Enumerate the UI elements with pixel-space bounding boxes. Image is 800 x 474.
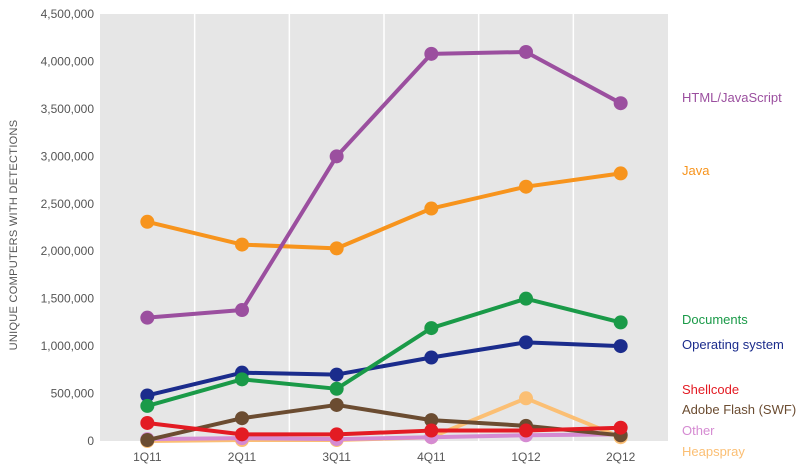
series-label-documents: Documents bbox=[682, 312, 748, 327]
data-point-shellcode bbox=[140, 415, 155, 430]
x-tick-label: 3Q11 bbox=[322, 450, 351, 464]
data-point-operating-system bbox=[140, 388, 155, 403]
series-documents bbox=[140, 291, 628, 413]
series-shellcode bbox=[140, 415, 628, 442]
y-tick-label: 2,000,000 bbox=[41, 244, 95, 258]
series-label-shellcode: Shellcode bbox=[682, 382, 739, 397]
series-line-html-javascript bbox=[145, 49, 623, 320]
series-label-java: Java bbox=[682, 163, 710, 178]
y-tick-label: 3,500,000 bbox=[41, 102, 95, 116]
y-tick-label: 1,500,000 bbox=[41, 292, 95, 306]
data-point-documents bbox=[235, 372, 249, 387]
data-point-html-javascript bbox=[140, 310, 155, 325]
y-axis: 0 500,000 1,000,000 1,500,000 2,000,000 2,500… bbox=[41, 7, 95, 448]
data-point-operating-system bbox=[329, 367, 344, 382]
series-line-adobe-flash-swf bbox=[145, 402, 623, 443]
x-tick-label: 2Q11 bbox=[228, 450, 257, 464]
x-tick-label: 2Q12 bbox=[606, 450, 636, 464]
series-label-heapspray: Heapspray bbox=[682, 444, 745, 459]
series-line-java bbox=[145, 171, 623, 251]
series-html-javascript bbox=[140, 44, 628, 325]
data-point-html-javascript bbox=[424, 46, 439, 61]
data-point-java bbox=[140, 214, 155, 229]
data-point-java bbox=[424, 201, 439, 216]
data-point-operating-system bbox=[613, 339, 628, 354]
y-tick-label: 2,500,000 bbox=[41, 197, 95, 211]
data-point-shellcode bbox=[424, 423, 439, 438]
data-point-java bbox=[235, 237, 249, 252]
series-line-documents bbox=[145, 296, 623, 408]
y-tick-label: 3,000,000 bbox=[41, 149, 95, 163]
y-tick-label: 1,000,000 bbox=[41, 339, 95, 353]
data-point-documents bbox=[140, 398, 155, 413]
data-point-heapspray bbox=[519, 391, 533, 406]
data-point-html-javascript bbox=[329, 149, 344, 164]
data-point-operating-system bbox=[424, 350, 439, 365]
data-point-operating-system bbox=[519, 335, 533, 350]
series-line-other bbox=[145, 432, 623, 442]
data-point-documents bbox=[424, 321, 439, 336]
data-point-adobe-flash-swf bbox=[235, 411, 249, 426]
series-line-operating-system bbox=[145, 340, 623, 398]
series-label-operating-system: Operating system bbox=[682, 337, 784, 352]
data-point-java bbox=[519, 179, 533, 194]
y-tick-label: 0 bbox=[87, 434, 94, 448]
data-point-shellcode bbox=[519, 423, 533, 438]
data-point-adobe-flash-swf bbox=[329, 397, 344, 412]
series-java bbox=[140, 166, 628, 256]
data-point-html-javascript bbox=[519, 44, 533, 59]
data-point-documents bbox=[613, 315, 628, 330]
data-point-shellcode bbox=[235, 427, 249, 442]
data-point-documents bbox=[329, 381, 344, 396]
x-tick-label: 1Q11 bbox=[133, 450, 162, 464]
data-point-html-javascript bbox=[613, 96, 628, 111]
data-point-html-javascript bbox=[235, 303, 249, 318]
x-tick-label: 1Q12 bbox=[511, 450, 541, 464]
series-label-other: Other bbox=[682, 423, 715, 438]
y-tick-label: 4,500,000 bbox=[41, 7, 95, 21]
series-line-shellcode bbox=[145, 420, 623, 437]
data-point-shellcode bbox=[613, 420, 628, 435]
y-tick-label: 500,000 bbox=[51, 387, 95, 401]
x-tick-label: 4Q11 bbox=[417, 450, 446, 464]
series-labels: HTML/JavaScript Java Documents Operating sy… bbox=[682, 90, 796, 459]
series-group bbox=[140, 44, 628, 448]
data-point-adobe-flash-swf bbox=[140, 433, 155, 448]
series-label-adobe-flash-swf: Adobe Flash (SWF) bbox=[682, 402, 796, 417]
series-label-html-javascript: HTML/JavaScript bbox=[682, 90, 782, 105]
y-tick-label: 4,000,000 bbox=[41, 54, 95, 68]
data-point-java bbox=[613, 166, 628, 181]
data-point-shellcode bbox=[329, 427, 344, 442]
y-axis-label: UNIQUE COMPUTERS WITH DETECTIONS bbox=[8, 120, 20, 351]
data-point-adobe-flash-swf bbox=[424, 413, 439, 428]
x-axis: 1Q11 2Q11 3Q11 4Q11 1Q12 2Q12 bbox=[133, 450, 636, 464]
data-point-documents bbox=[519, 291, 533, 306]
data-point-java bbox=[329, 241, 344, 256]
